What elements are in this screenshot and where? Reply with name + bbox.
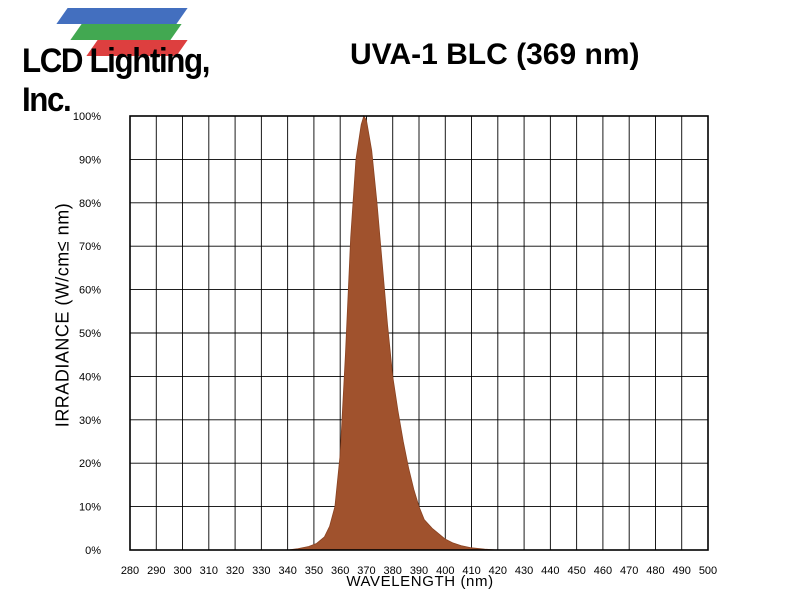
y-tick-label: 20% — [79, 458, 101, 470]
irradiance-area — [130, 115, 708, 551]
x-tick-label: 390 — [410, 565, 428, 577]
x-tick-label: 290 — [147, 565, 165, 577]
plot-frame — [129, 115, 709, 551]
company-logo: LCD Lighting, Inc. — [22, 6, 252, 119]
x-tick-label: 360 — [331, 565, 349, 577]
y-tick-label: 10% — [79, 502, 101, 514]
x-tick-label: 280 — [121, 565, 139, 577]
chart-title: UVA-1 BLC (369 nm) — [350, 38, 640, 71]
x-tick-label: 500 — [699, 565, 717, 577]
logo-text: LCD Lighting, Inc. — [22, 42, 210, 119]
x-tick-label: 480 — [646, 565, 664, 577]
y-tick-label: 30% — [79, 415, 101, 427]
x-tick-label: 460 — [594, 565, 612, 577]
x-tick-label: 380 — [384, 565, 402, 577]
y-tick-label: 50% — [79, 328, 101, 340]
x-tick-label: 340 — [278, 565, 296, 577]
x-tick-label: 420 — [489, 565, 507, 577]
x-tick-label: 350 — [305, 565, 323, 577]
y-tick-label: 60% — [79, 285, 101, 297]
x-tick-label: 450 — [567, 565, 585, 577]
y-tick-labels: 0% 10% 20% 30% 40% 50% 60% 70% 80% 90% 100% — [73, 111, 101, 557]
y-tick-label: 40% — [79, 371, 101, 383]
y-axis-label: IRRADIANCE (W/cm≤ nm) — [52, 202, 73, 428]
x-tick-label: 440 — [541, 565, 559, 577]
x-tick-label: 370 — [357, 565, 375, 577]
y-tick-label: 0% — [85, 545, 101, 557]
x-tick-label: 400 — [436, 565, 454, 577]
x-tick-label: 430 — [515, 565, 533, 577]
y-tick-label: 80% — [79, 198, 101, 210]
x-tick-label: 330 — [252, 565, 270, 577]
x-tick-label: 410 — [462, 565, 480, 577]
x-tick-labels: 280 290 300 310 320 330 340 350 360 370 380 390 400 4… — [121, 565, 717, 577]
x-tick-label: 300 — [173, 565, 191, 577]
x-tick-label: 490 — [673, 565, 691, 577]
x-tick-label: 320 — [226, 565, 244, 577]
x-tick-label: 310 — [200, 565, 218, 577]
y-tick-label: 90% — [79, 154, 101, 166]
x-axis-label: WAVELENGTH (nm) — [346, 573, 494, 590]
y-tick-label: 100% — [73, 111, 101, 123]
chart-grid — [129, 115, 709, 551]
x-tick-label: 470 — [620, 565, 638, 577]
y-tick-label: 70% — [79, 241, 101, 253]
